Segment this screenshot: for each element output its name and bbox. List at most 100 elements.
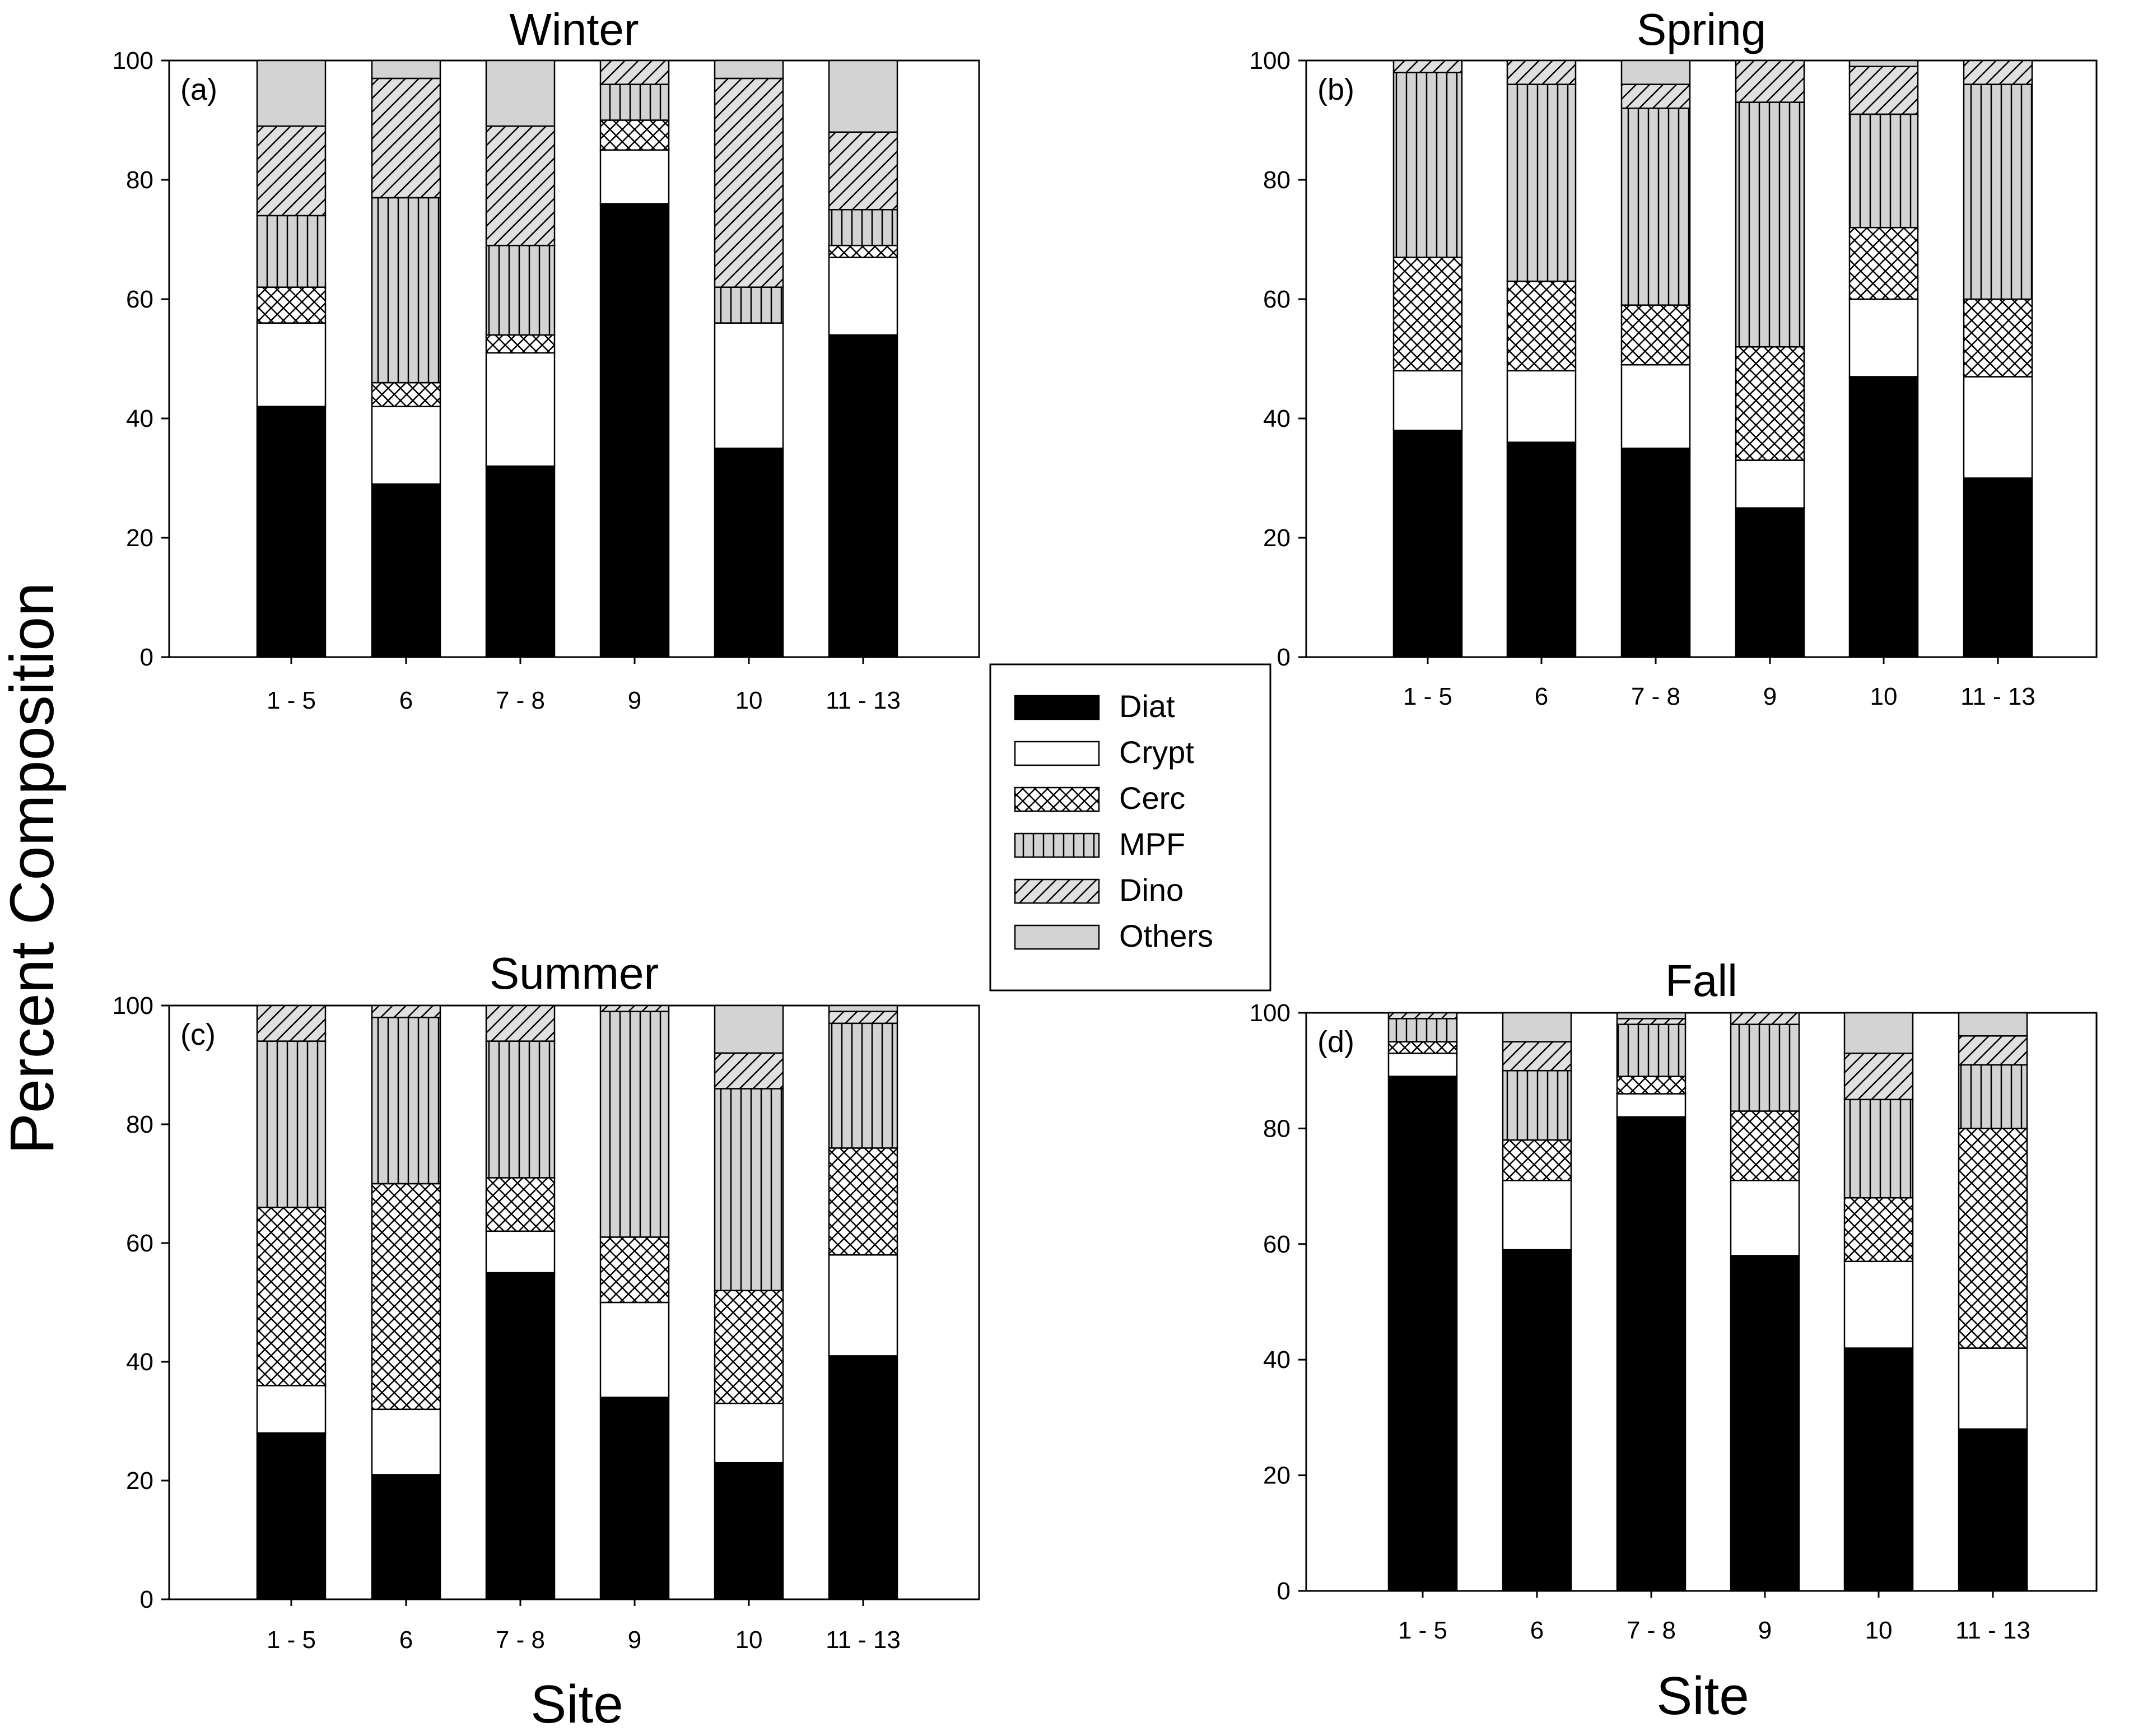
x-tick-label: 7 - 8 (496, 687, 545, 714)
bar-segment-cerc (828, 244, 898, 258)
bar-segment-diat (1735, 507, 1805, 658)
x-tick-label: 9 (628, 687, 641, 714)
bar-segment-dino (485, 125, 556, 246)
bar-segment-diat (371, 483, 441, 658)
bar-segment-cerc (371, 1183, 441, 1411)
bar-segment-crypt (1387, 1052, 1458, 1077)
bar-segment-diat (1506, 441, 1577, 658)
bar-segment-mpf (1958, 1064, 2028, 1129)
bar-segment-dino (828, 131, 898, 211)
bar-segment-mpf (1387, 1018, 1458, 1042)
y-tick-label: 40 (126, 1348, 153, 1376)
x-tick-label: 10 (1870, 683, 1898, 710)
bar-segment-dino (1735, 59, 1805, 103)
bar-segment-cerc (599, 119, 670, 151)
legend: Diat Crypt Cerc MPF Dino Others (989, 663, 1271, 992)
bar-segment-mpf (828, 209, 898, 246)
panel-title: Winter (509, 4, 639, 54)
bar-segment-diat (1616, 1116, 1687, 1592)
bar-segment-others (1958, 1012, 2028, 1037)
y-tick-label: 60 (1263, 1231, 1291, 1258)
x-tick-label: 7 - 8 (1627, 1617, 1676, 1644)
bar-segment-mpf (485, 244, 556, 336)
bar-segment-mpf (371, 1016, 441, 1185)
bar-segment-mpf (1616, 1023, 1687, 1077)
bar-segment-crypt (1506, 370, 1577, 443)
bar-segment-crypt (599, 149, 670, 204)
bar-segment-dino (714, 77, 784, 288)
bar-segment-crypt (371, 406, 441, 485)
bar-segment-cerc (1502, 1139, 1572, 1181)
bar-segment-dino (371, 77, 441, 199)
bar-segment-crypt (714, 1402, 784, 1464)
x-tick-label: 1 - 5 (267, 687, 316, 714)
x-tick-label: 6 (1535, 683, 1548, 710)
y-tick-label: 100 (1250, 47, 1291, 75)
legend-swatch-dino (1014, 878, 1100, 904)
y-tick-label: 60 (1263, 286, 1291, 313)
bar-segment-dino (828, 1011, 898, 1025)
bar-segment-mpf (714, 1088, 784, 1292)
bar-segment-crypt (1848, 298, 1919, 378)
panel-title: Spring (1637, 4, 1766, 54)
bar-segment-dino (1502, 1041, 1572, 1072)
bar-segment-dino (1392, 59, 1463, 73)
bar-segment-dino (1506, 59, 1577, 85)
bar-segment-mpf (1735, 101, 1805, 348)
bar-segment-cerc (1387, 1041, 1458, 1054)
x-axis-label-right: Site (1656, 1666, 1749, 1726)
bar-segment-crypt (714, 322, 784, 449)
y-tick-label: 100 (113, 47, 153, 75)
bar-segment-mpf (371, 197, 441, 384)
panel-title: Fall (1665, 956, 1737, 1006)
bar-segment-cerc (1392, 257, 1463, 372)
legend-swatch-others (1014, 924, 1100, 950)
panel-label: (a) (180, 73, 217, 106)
x-tick-label: 1 - 5 (1403, 683, 1452, 710)
bar-segment-cerc (1848, 226, 1919, 300)
bar-segment-dino (1730, 1012, 1800, 1025)
x-tick-label: 11 - 13 (826, 687, 901, 714)
bar-segment-mpf (1506, 83, 1577, 282)
bar-segment-others (371, 59, 441, 80)
y-tick-label: 0 (140, 1586, 153, 1613)
bar-segment-diat (828, 1355, 898, 1600)
bar-segment-dino (1843, 1052, 1914, 1101)
bar-segment-dino (1387, 1012, 1458, 1020)
bar-segment-dino (485, 1004, 556, 1042)
x-axis-label-left: Site (530, 1674, 623, 1734)
bar-segment-dino (1848, 66, 1919, 115)
x-tick-label: 11 - 13 (1960, 683, 2035, 710)
bar-segment-mpf (1843, 1099, 1914, 1199)
bar-segment-cerc (714, 1290, 784, 1404)
y-tick-label: 40 (1263, 405, 1291, 432)
bar-segment-others (714, 59, 784, 80)
legend-swatch-crypt (1014, 741, 1100, 766)
bar-segment-dino (1963, 59, 2033, 85)
y-tick-label: 0 (140, 644, 153, 671)
bar-segment-dino (1616, 1018, 1687, 1025)
y-tick-label: 20 (126, 524, 153, 552)
panel-fall: 1 - 5 6 7 - 8 9 10 11 - 13 0 20 40 60 80 100 Fall (d) (1250, 956, 2098, 1644)
bar-segment-crypt (1730, 1180, 1800, 1256)
x-tick-label: 9 (628, 1626, 641, 1654)
bar-segment-cerc (1843, 1197, 1914, 1263)
panel-summer: 1 - 5 6 7 - 8 9 10 11 - 13 0 20 40 60 80 100 Summer (… (113, 948, 980, 1654)
y-tick-label: 0 (1277, 644, 1291, 671)
bar-segment-mpf (485, 1040, 556, 1179)
bar-segment-diat (256, 406, 327, 658)
bar-segment-diat (485, 1272, 556, 1600)
bar-segment-cerc (1620, 304, 1691, 366)
bar-segment-cerc (599, 1236, 670, 1304)
x-tick-label: 11 - 13 (826, 1626, 901, 1654)
panel-title: Summer (490, 948, 659, 998)
bar-segment-others (1843, 1012, 1914, 1054)
bar-segment-dino (1958, 1035, 2028, 1066)
bar-segment-others (256, 59, 327, 127)
bar-segment-diat (1392, 430, 1463, 658)
y-tick-label: 0 (1277, 1577, 1291, 1605)
y-tick-label: 20 (1263, 1462, 1291, 1490)
bar-segment-diat (1387, 1076, 1458, 1592)
legend-swatch-mpf (1014, 832, 1100, 858)
